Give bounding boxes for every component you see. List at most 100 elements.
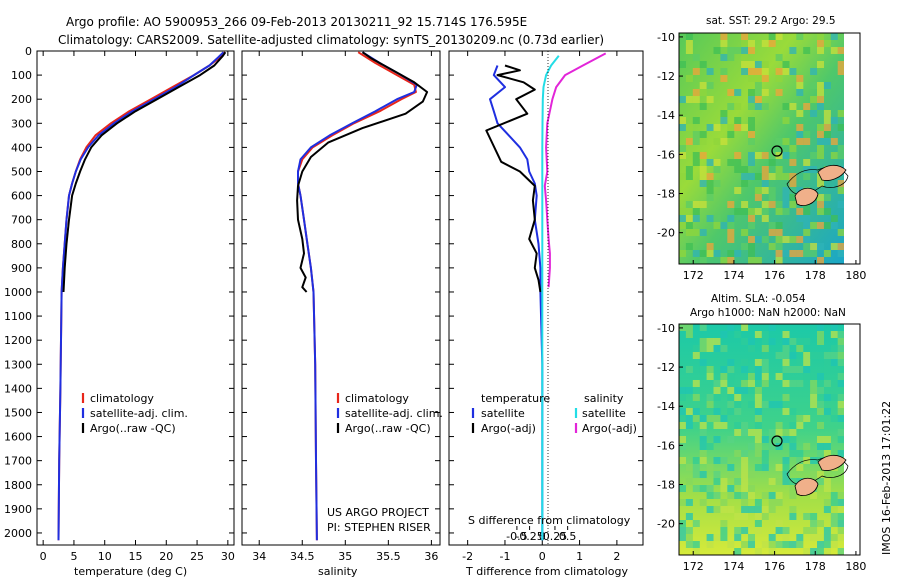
heat-cell [796, 82, 804, 89]
heat-cell [782, 464, 790, 471]
heat-cell [685, 513, 693, 520]
heat-cell [789, 422, 797, 429]
heat-cell [727, 236, 735, 243]
heat-cell [823, 250, 831, 257]
heat-cell [720, 33, 728, 40]
lat-tick-label: -10 [657, 31, 675, 44]
heat-cell [706, 338, 714, 345]
heat-cell [713, 47, 721, 54]
heat-cell [761, 464, 769, 471]
heat-cell [796, 208, 804, 215]
y-tick-label: 1700 [4, 455, 32, 468]
heat-cell [830, 215, 838, 222]
heat-cell [830, 499, 838, 506]
heat-cell [782, 61, 790, 68]
lon-tick-label: 178 [805, 560, 826, 573]
heat-cell [775, 373, 783, 380]
heat-cell [768, 492, 776, 499]
heat-cell [706, 401, 714, 408]
heat-cell [782, 436, 790, 443]
heat-cell [768, 243, 776, 250]
heat-cell [817, 222, 824, 229]
temperature-axes: 0 5 10 15 20 25 300100200300400500600700800900… [4, 45, 235, 563]
heat-cell [789, 180, 797, 187]
y-tick-label: 1400 [4, 382, 32, 395]
heat-cell [734, 527, 742, 534]
heat-cell [734, 152, 742, 159]
heat-cell [692, 215, 700, 222]
heat-cell [713, 215, 721, 222]
heat-cell [789, 450, 797, 457]
x-tick-label: 25 [190, 550, 204, 563]
heat-cell [720, 478, 728, 485]
heat-cell [817, 194, 824, 201]
x-tick-label: 0 [40, 550, 47, 563]
heat-cell [768, 194, 776, 201]
heat-cell [789, 173, 797, 180]
heat-cell [761, 345, 769, 352]
heat-cell [748, 89, 755, 96]
heat-cell [803, 366, 811, 373]
heat-cell [837, 250, 845, 257]
heat-cell [679, 485, 686, 492]
heat-cell [817, 401, 824, 408]
heat-cell [796, 457, 804, 464]
y-tick-label: 1300 [4, 358, 32, 371]
heat-cell [685, 138, 693, 145]
x-tick-label: 1 [576, 550, 583, 563]
heat-cell [734, 513, 742, 520]
heat-cell [803, 222, 811, 229]
s-diff-tick-label: 0.25 [543, 530, 568, 543]
heat-cell [789, 68, 797, 75]
heat-cell [741, 513, 749, 520]
heat-cell [761, 75, 769, 82]
heat-cell [761, 89, 769, 96]
heat-cell [748, 173, 755, 180]
heat-cell [748, 215, 755, 222]
heat-cell [713, 478, 721, 485]
heat-cell [789, 366, 797, 373]
heat-cell [734, 187, 742, 194]
s-diff-tick-label: 0.5 [559, 530, 577, 543]
heat-cell [713, 387, 721, 394]
heat-cell [782, 408, 790, 415]
heat-cell [741, 338, 749, 345]
heat-cell [748, 373, 755, 380]
heat-cell [817, 534, 824, 541]
heat-cell [748, 534, 755, 541]
heat-cell [741, 478, 749, 485]
heat-cell [782, 380, 790, 387]
heat-cell [817, 103, 824, 110]
heat-cell [734, 429, 742, 436]
heat-cell [782, 250, 790, 257]
heat-cell [741, 541, 749, 548]
difference-lines [485, 52, 607, 541]
heat-cell [699, 103, 707, 110]
heat-cell [679, 117, 686, 124]
heat-cell [679, 387, 686, 394]
heat-cell [679, 124, 686, 131]
heat-cell [692, 229, 700, 236]
heat-cell [706, 464, 714, 471]
heat-cell [823, 40, 831, 47]
heat-cell [741, 324, 749, 331]
heat-cell [830, 331, 838, 338]
heat-cell [727, 485, 735, 492]
heat-cell [837, 520, 845, 527]
heat-cell [782, 541, 790, 548]
heat-cell [699, 89, 707, 96]
heat-cell [837, 229, 845, 236]
heat-cell [685, 331, 693, 338]
heat-cell [817, 208, 824, 215]
heat-cell [748, 250, 755, 257]
heat-cell [692, 471, 700, 478]
heat-cell [823, 527, 831, 534]
legend-temp-satellite-label: satellite [481, 407, 525, 420]
heat-cell [823, 110, 831, 117]
heat-cell [727, 250, 735, 257]
heat-cell [754, 548, 762, 555]
heat-cell [699, 173, 707, 180]
lat-tick-label: -12 [657, 361, 675, 374]
heat-cell [810, 548, 818, 555]
x-tick-label: 15 [129, 550, 143, 563]
